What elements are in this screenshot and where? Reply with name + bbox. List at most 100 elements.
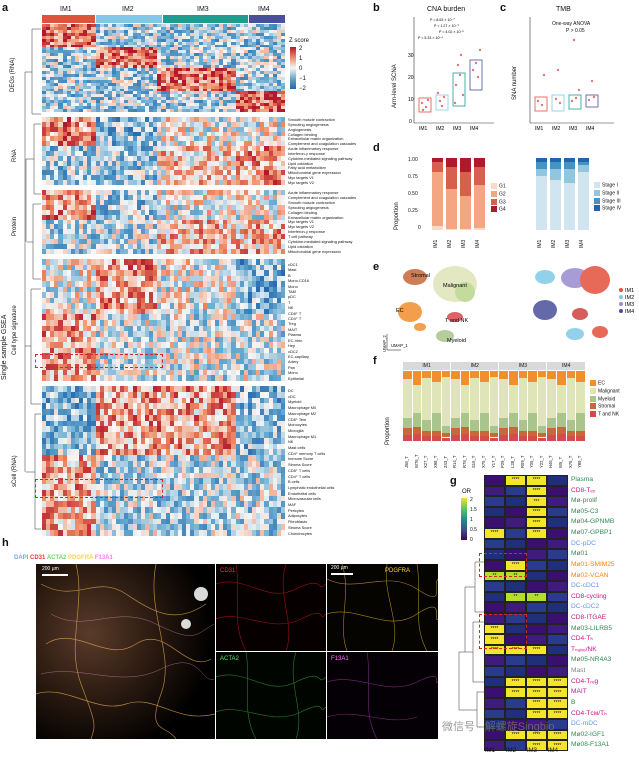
heatmap-cell [276,73,282,78]
heatmap-cell [132,50,138,54]
heatmap-cell [219,68,224,72]
heatmap-cell [247,73,253,78]
heatmap-cell [268,62,274,66]
heatmap-cell [169,65,175,69]
heatmap-cell [66,73,72,78]
heatmap-cell [87,35,92,40]
heatmap-cell [120,41,125,46]
heatmap-cell [252,47,257,51]
heatmap-cell [190,65,195,69]
heatmap-cell [169,50,175,54]
heatmap-cell [99,47,105,51]
heatmap-cell [252,41,257,46]
heatmap-cell [280,26,285,31]
heatmap-cell [144,73,150,78]
heatmap-cell [173,35,179,40]
heatmap-cell [243,38,249,43]
heatmap-cell [223,53,228,57]
heatmap-cell [46,59,51,63]
heatmap-cell [161,32,167,37]
heatmap-cell [132,59,138,63]
heatmap-cell [186,50,191,54]
heatmap-cell [182,68,187,72]
heatmap-cell [157,62,162,66]
heatmap-cell [107,53,113,57]
heatmap-cell [264,56,270,60]
heatmap-cell [116,53,121,57]
heatmap-cell [223,47,228,51]
heatmap-cell [202,53,208,57]
heatmap-cell [256,35,261,40]
heatmap-cell [280,68,285,72]
heatmap-cell [74,44,80,48]
heatmap-cell [50,62,55,66]
heatmap-cell [235,65,241,69]
group-label-im4: IM4 [258,6,270,13]
heatmap-cell [70,47,76,51]
heatmap-cell [202,56,208,60]
heatmap-cell [128,59,134,63]
heatmap-cell [272,73,278,78]
heatmap-cell [149,65,154,69]
heatmap-cell [194,73,199,78]
heatmap-cell [231,32,237,37]
heatmap-cell [227,68,232,72]
heatmap-cell [107,56,113,60]
heatmap-cell [42,59,47,63]
heatmap-cell [83,24,88,28]
heatmap-cell [173,44,179,48]
heatmap-cell [190,50,195,54]
heatmap-cell [173,41,179,46]
heatmap-cell [58,62,64,66]
heatmap-cell [62,38,68,43]
heatmap-cell [153,73,158,78]
heatmap-cell [239,56,245,60]
heatmap-cell [79,32,84,37]
heatmap-cell [198,35,204,40]
heatmap-cell [256,47,261,51]
heatmap-cell [206,50,212,54]
heatmap-cell [202,44,208,48]
heatmap-cell [272,59,278,63]
heatmap-cell [79,70,84,75]
heatmap-cell [280,249,285,254]
heatmap-cell [272,68,278,72]
heatmap-cell [260,26,265,31]
heatmap-cell [206,44,212,48]
heatmap-cell [161,41,167,46]
heatmap-cell [66,32,72,37]
heatmap-cell [182,59,187,63]
heatmap-cell [214,29,220,34]
heatmap-cell [54,65,59,69]
heatmap-cell [91,53,97,57]
heatmap-cell [116,76,121,81]
heatmap-cell [58,24,64,28]
heatmap-cell [276,24,282,28]
heatmap-cell [116,68,121,72]
heatmap-cell [256,29,261,34]
heatmap-cell [87,70,92,75]
heatmap-cell [202,47,208,51]
heatmap-cell [79,59,84,63]
heatmap-cell [280,70,285,75]
heatmap-cell [182,47,187,51]
heatmap-cell [169,32,175,37]
heatmap-cell [276,26,282,31]
heatmap-cell [169,62,175,66]
heatmap-cell [103,41,109,46]
heatmap-cell [161,76,167,81]
heatmap-cell [219,70,224,75]
heatmap-cell [66,68,72,72]
heatmap-cell [243,50,249,54]
heatmap-cell [260,73,265,78]
heatmap-cell [280,47,285,51]
heatmap-cell [50,32,55,37]
heatmap-cell [74,53,80,57]
heatmap-cell [87,41,92,46]
heatmap-cell [95,70,101,75]
heatmap-cell [107,76,113,81]
heatmap-cell [74,47,80,51]
heatmap-cell [124,76,129,81]
heatmap-cell [247,59,253,63]
heatmap-cell [235,56,241,60]
